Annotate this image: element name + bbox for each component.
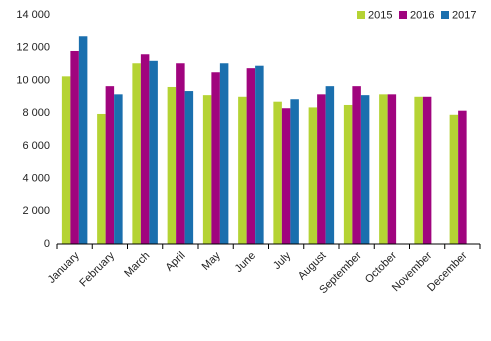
bar xyxy=(202,95,212,245)
bar xyxy=(255,65,264,244)
bar xyxy=(246,68,256,245)
x-tick-label: June xyxy=(233,250,258,275)
bar xyxy=(458,110,467,244)
bar xyxy=(105,86,115,245)
bar xyxy=(78,36,88,245)
bar xyxy=(238,96,247,245)
legend-label: 2016 xyxy=(410,9,434,21)
bar xyxy=(140,54,150,244)
bar xyxy=(422,96,432,245)
bar xyxy=(308,107,318,245)
bar xyxy=(70,50,79,244)
bar xyxy=(184,91,194,244)
bar xyxy=(176,63,185,244)
x-tick-label: August xyxy=(296,250,329,283)
bar xyxy=(379,94,388,244)
legend-label: 2015 xyxy=(368,9,392,21)
bar xyxy=(281,108,291,244)
bar xyxy=(273,101,282,244)
bar xyxy=(449,114,459,245)
y-tick-label: 2 000 xyxy=(22,205,50,217)
legend-swatch xyxy=(441,11,449,19)
bar xyxy=(219,63,229,244)
y-tick-label: 6 000 xyxy=(22,140,50,152)
bar xyxy=(317,94,326,244)
bar xyxy=(343,104,353,244)
bar xyxy=(325,86,335,245)
legend-swatch xyxy=(357,11,365,19)
bar xyxy=(360,95,370,245)
bar xyxy=(211,72,220,244)
y-tick-label: 12 000 xyxy=(16,42,50,54)
x-tick-label: May xyxy=(200,249,224,273)
bar xyxy=(114,94,123,244)
x-tick-label: March xyxy=(122,250,152,280)
bar xyxy=(97,113,106,244)
bar xyxy=(61,76,71,244)
x-tick-label: April xyxy=(163,250,187,274)
legend-swatch xyxy=(399,11,407,19)
bar xyxy=(290,99,299,244)
bar xyxy=(387,94,397,244)
legend-label: 2017 xyxy=(452,9,476,21)
y-tick-label: 0 xyxy=(44,238,50,250)
bar xyxy=(149,60,158,244)
y-tick-label: 14 000 xyxy=(16,9,50,21)
x-tick-label: February xyxy=(77,249,117,289)
y-tick-label: 8 000 xyxy=(22,107,50,119)
bar xyxy=(352,86,361,245)
x-tick-label: July xyxy=(271,249,294,272)
y-tick-label: 4 000 xyxy=(22,172,50,184)
bar xyxy=(167,86,177,244)
bar xyxy=(414,96,423,245)
y-tick-label: 10 000 xyxy=(16,74,50,86)
bar xyxy=(132,63,141,244)
